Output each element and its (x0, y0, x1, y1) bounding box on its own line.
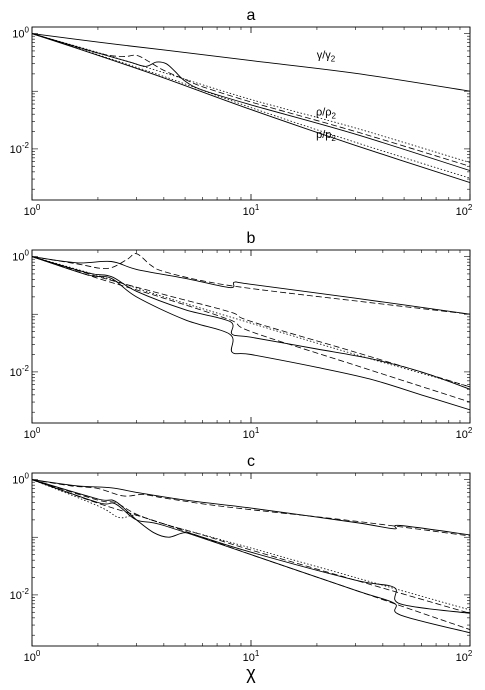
plot-frame (31, 26, 471, 201)
panel-b: b 100 101 102 100 10-2 (10, 230, 473, 441)
series-line-solid (32, 33, 470, 184)
x-tick-label: 101 (243, 426, 260, 441)
panel-a: a 100 101 102 100 10-2 γ/γ2 ρ/ρ2 p/p2 (10, 7, 473, 218)
panel-label: c (247, 453, 255, 470)
y-tick-label: 10-2 (10, 587, 30, 602)
series-line-solid (32, 256, 470, 390)
x-tick-label: 101 (243, 649, 260, 664)
x-tick-label: 102 (456, 426, 473, 441)
y-tick-label: 10-2 (10, 364, 30, 379)
series-line-dotted (32, 33, 470, 179)
series-line-dashed (32, 479, 470, 537)
curve-label: p/p2 (316, 129, 336, 143)
panel-label: a (247, 7, 256, 24)
y-tick-label: 100 (12, 472, 29, 487)
curve-label: γ/γ2 (317, 49, 336, 63)
plot-frame (31, 249, 471, 424)
series-line-solid (32, 256, 470, 411)
series-line-dashed (32, 253, 470, 315)
plot-frame (31, 472, 471, 647)
series-line-dotted (32, 479, 470, 611)
y-tick-label: 10-2 (10, 141, 30, 156)
series-line-solid (32, 33, 470, 92)
series-line-dashed (32, 33, 470, 167)
x-tick-label: 100 (24, 649, 41, 664)
series-group (32, 253, 470, 411)
series-line-dotted (32, 33, 470, 163)
minor-ticks (32, 27, 470, 200)
minor-ticks (32, 250, 470, 423)
y-tick-label: 100 (12, 249, 29, 264)
y-tick-label: 100 (12, 26, 29, 41)
panel-c: c 100 101 102 100 10-2 χ (10, 453, 473, 683)
x-tick-label: 102 (456, 203, 473, 218)
minor-ticks (32, 473, 470, 646)
x-axis-label: χ (246, 663, 256, 683)
series-line-solid (32, 479, 470, 536)
x-tick-label: 100 (24, 203, 41, 218)
series-line-solid (32, 33, 470, 172)
series-line-dashed (32, 479, 470, 630)
series-line-solid (32, 479, 470, 634)
series-group (32, 479, 470, 634)
panel-label: b (247, 230, 256, 247)
series-group (32, 33, 470, 184)
series-line-dotted (32, 256, 470, 388)
curve-label: ρ/ρ2 (316, 106, 337, 120)
x-tick-label: 102 (456, 649, 473, 664)
x-tick-label: 101 (243, 203, 260, 218)
series-line-dashed (32, 256, 470, 403)
series-line-dashed (32, 479, 470, 614)
series-line-solid (32, 256, 470, 315)
x-tick-label: 100 (24, 426, 41, 441)
